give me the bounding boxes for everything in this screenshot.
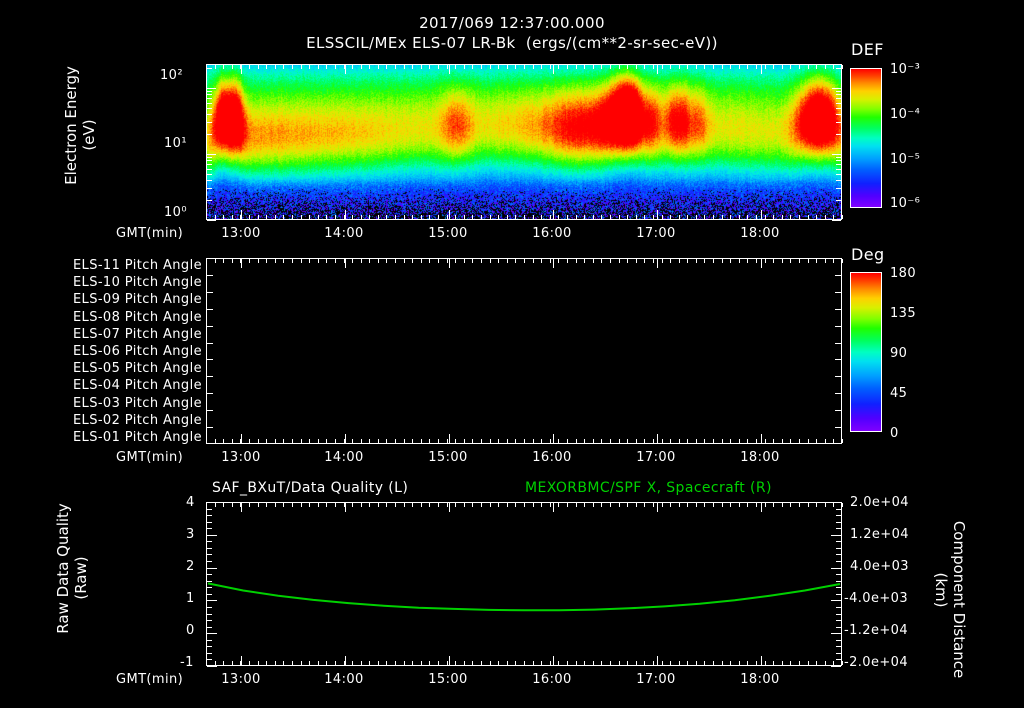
page-title-timestamp: 2017/069 12:37:00.000 bbox=[419, 14, 605, 32]
panel2-row-label: ELS-06 Pitch Angle bbox=[72, 344, 202, 359]
panel3-ytick-right-minus20000: -2.0e+04 bbox=[844, 655, 908, 670]
component-distance-curve bbox=[207, 582, 841, 612]
panel2-row-label: ELS-11 Pitch Angle bbox=[72, 258, 202, 273]
panel3-ytick-left-1: 1 bbox=[186, 591, 195, 606]
panel3-y-axis-title-right-text: Component Distance (km) bbox=[932, 520, 968, 679]
panel-pitch-angle-spectrogram[interactable] bbox=[206, 258, 842, 444]
colorbar-deg-gradient bbox=[851, 273, 881, 431]
page-title-subtitle: ELSSCIL/MEx ELS-07 LR-Bk (ergs/(cm**2-sr… bbox=[306, 34, 718, 52]
colorbar-def-gradient bbox=[851, 69, 881, 207]
tick-mark bbox=[831, 666, 841, 667]
colorbar1-tick-1e-5: 10⁻⁵ bbox=[890, 152, 921, 167]
component-distance-polyline bbox=[207, 582, 841, 612]
panel2-row-label: ELS-07 Pitch Angle bbox=[72, 326, 202, 342]
panel3-xtick-1300: 13:00 bbox=[221, 672, 261, 687]
tick-mark bbox=[842, 661, 843, 665]
panel3-ytick-left-4: 4 bbox=[186, 495, 195, 510]
tick-mark bbox=[832, 220, 841, 221]
panel1-xtick-1700: 17:00 bbox=[636, 226, 676, 241]
colorbar2-tick-90: 90 bbox=[890, 346, 908, 361]
panel3-ytick-right-20000: 2.0e+04 bbox=[850, 495, 909, 510]
panel1-xtick-1800: 18:00 bbox=[740, 226, 780, 241]
panel3-ytick-right-12000: 1.2e+04 bbox=[850, 527, 909, 542]
panel3-ytick-right-minus4000: -4.0e+03 bbox=[844, 591, 908, 606]
colorbar1-tick-1e-6: 10⁻⁶ bbox=[890, 196, 921, 211]
panel2-row-label: ELS-05 Pitch Angle bbox=[72, 361, 202, 377]
panel3-xtick-1800: 18:00 bbox=[740, 672, 780, 687]
panel3-x-axis-label: GMT(min) bbox=[116, 672, 184, 687]
panel1-ytick-1e1: 10¹ bbox=[164, 136, 187, 151]
panel3-ytick-left-2: 2 bbox=[186, 559, 195, 574]
panel2-x-axis-label: GMT(min) bbox=[116, 450, 184, 465]
panel1-x-axis-label: GMT(min) bbox=[116, 226, 184, 241]
colorbar1-tick-1e-4: 10⁻⁴ bbox=[890, 107, 921, 122]
panel3-xtick-1700: 17:00 bbox=[636, 672, 676, 687]
panel2-xtick-1600: 16:00 bbox=[532, 450, 572, 465]
panel2-row-label: ELS-10 Pitch Angle bbox=[72, 275, 202, 291]
colorbar-def[interactable] bbox=[850, 68, 882, 208]
panel2-xtick-1400: 14:00 bbox=[324, 450, 364, 465]
panel1-y-axis-title: Electron Energy (eV) bbox=[44, 50, 116, 220]
colorbar-deg[interactable] bbox=[850, 272, 882, 432]
panel1-xtick-1400: 14:00 bbox=[324, 226, 364, 241]
panel3-title-right: MEXORBMC/SPF X, Spacecraft (R) bbox=[525, 480, 772, 496]
panel2-row-label: ELS-02 Pitch Angle bbox=[72, 412, 202, 428]
panel2-xtick-1700: 17:00 bbox=[636, 450, 676, 465]
tick-mark bbox=[207, 220, 216, 221]
tick-mark bbox=[842, 439, 843, 443]
panel3-xtick-1600: 16:00 bbox=[532, 672, 572, 687]
colorbar2-tick-0: 0 bbox=[890, 426, 899, 441]
panel2-row-label: ELS-09 Pitch Angle bbox=[72, 292, 202, 308]
panel1-ytick-1e0: 10⁰ bbox=[164, 205, 187, 220]
panel1-xtick-1500: 15:00 bbox=[428, 226, 468, 241]
panel3-y-axis-title-left-text: Raw Data Quality (Raw) bbox=[54, 503, 90, 634]
panel3-ytick-right-4000: 4.0e+03 bbox=[850, 559, 909, 574]
colorbar2-title: Deg bbox=[851, 245, 885, 264]
panel3-xtick-1400: 14:00 bbox=[324, 672, 364, 687]
panel2-row-label: ELS-03 Pitch Angle bbox=[72, 395, 202, 411]
panel3-y-axis-title-left: Raw Data Quality (Raw) bbox=[36, 490, 108, 666]
panel1-y-axis-title-text: Electron Energy (eV) bbox=[62, 66, 98, 185]
panel2-xtick-1800: 18:00 bbox=[740, 450, 780, 465]
panel3-ytick-left-minus1: -1 bbox=[180, 655, 194, 670]
panel2-row-label: ELS-04 Pitch Angle bbox=[72, 378, 202, 394]
panel3-ytick-left-3: 3 bbox=[186, 527, 195, 542]
panel3-title-left: SAF_BXuT/Data Quality (L) bbox=[212, 480, 409, 496]
colorbar2-tick-180: 180 bbox=[890, 266, 917, 281]
panel3-ytick-left-0: 0 bbox=[186, 623, 195, 638]
tick-mark bbox=[842, 215, 843, 219]
colorbar2-tick-45: 45 bbox=[890, 386, 908, 401]
panel-electron-energy-spectrogram[interactable] bbox=[206, 64, 842, 220]
tick-mark bbox=[842, 259, 843, 263]
panel3-ytick-right-minus12000: -1.2e+04 bbox=[844, 623, 908, 638]
panel3-xtick-1500: 15:00 bbox=[428, 672, 468, 687]
panel2-row-label: ELS-08 Pitch Angle bbox=[72, 309, 202, 325]
tick-mark bbox=[842, 503, 843, 507]
panel1-ytick-1e2: 10² bbox=[160, 68, 183, 83]
panel2-xtick-1500: 15:00 bbox=[428, 450, 468, 465]
spectrogram-image bbox=[207, 65, 841, 219]
panel-data-quality-line-plot[interactable] bbox=[206, 502, 842, 666]
panel1-xtick-1300: 13:00 bbox=[221, 226, 261, 241]
colorbar1-title: DEF bbox=[851, 40, 884, 59]
tick-mark bbox=[207, 666, 217, 667]
panel2-row-label: ELS-01 Pitch Angle bbox=[72, 430, 202, 445]
colorbar2-tick-135: 135 bbox=[890, 306, 917, 321]
panel2-xtick-1300: 13:00 bbox=[221, 450, 261, 465]
tick-mark bbox=[842, 65, 843, 69]
colorbar1-tick-1e-3: 10⁻³ bbox=[890, 62, 921, 77]
panel3-y-axis-title-right: Component Distance (km) bbox=[914, 500, 986, 680]
panel1-xtick-1600: 16:00 bbox=[532, 226, 572, 241]
